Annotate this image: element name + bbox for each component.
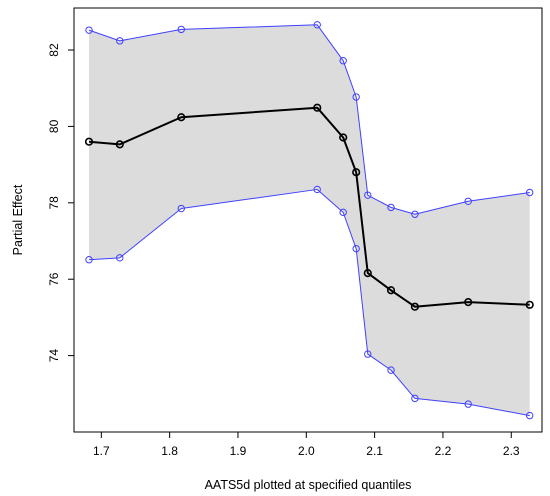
upper-bound-point [116,37,124,45]
x-axis-title: AATS5d plotted at specified quantiles [205,478,412,492]
estimate-point [115,140,124,149]
x-tick-label: 1.7 [93,444,110,458]
estimate-point [410,302,420,311]
upper-bound-point [177,25,185,34]
lower-bound-point [85,256,93,264]
lower-bound-point [411,394,419,403]
y-tick-label: 74 [47,349,61,363]
y-tick-label: 78 [47,196,61,210]
upper-bound-point [526,188,534,197]
upper-bound-point [313,21,321,29]
estimate-point [363,268,372,278]
lower-bound-point [352,244,360,253]
estimate-point [525,300,534,309]
estimate-point [352,168,361,177]
lower-bound-point [464,400,472,408]
x-tick-label: 2.3 [503,444,520,458]
estimate-point [386,286,396,295]
y-tick-label: 80 [47,119,61,133]
y-tick-label: 76 [47,272,61,286]
upper-bound-point [364,191,372,199]
upper-bound-point [85,26,93,34]
y-axis-title: Partial Effect [11,184,25,255]
upper-bound-point [339,57,347,65]
lower-bound-point [116,254,124,262]
x-tick-label: 1.9 [230,444,247,458]
lower-bound-point [339,208,347,217]
lower-bound-line [88,188,530,417]
y-axis: 74 76 78 80 82 [47,43,74,362]
upper-bound-point [387,203,395,212]
upper-bound-point [352,93,360,101]
confidence-band [89,24,530,416]
x-tick-label: 2.0 [298,444,315,458]
x-axis: 1.7 1.8 1.9 2.0 2.1 2.2 2.3 [93,432,520,458]
lower-bound-point [526,411,534,420]
estimate-point [84,137,94,146]
plot-area [84,21,534,420]
estimate-line [88,106,530,308]
lower-bound-point [387,366,395,374]
x-tick-label: 2.1 [366,444,383,458]
x-tick-label: 2.2 [435,444,452,458]
upper-bound-point [411,210,419,218]
estimate-point [339,133,348,142]
upper-bound-point [464,197,472,205]
estimate-point [464,298,473,307]
estimate-point [177,113,186,122]
lower-bound-point [364,350,372,358]
x-tick-label: 1.8 [161,444,178,458]
lower-bound-point [177,204,185,213]
y-tick-label: 82 [47,43,61,57]
lower-bound-point [313,185,321,194]
estimate-point [313,103,322,112]
plot-frame [73,7,543,433]
upper-bound-line [88,24,530,215]
